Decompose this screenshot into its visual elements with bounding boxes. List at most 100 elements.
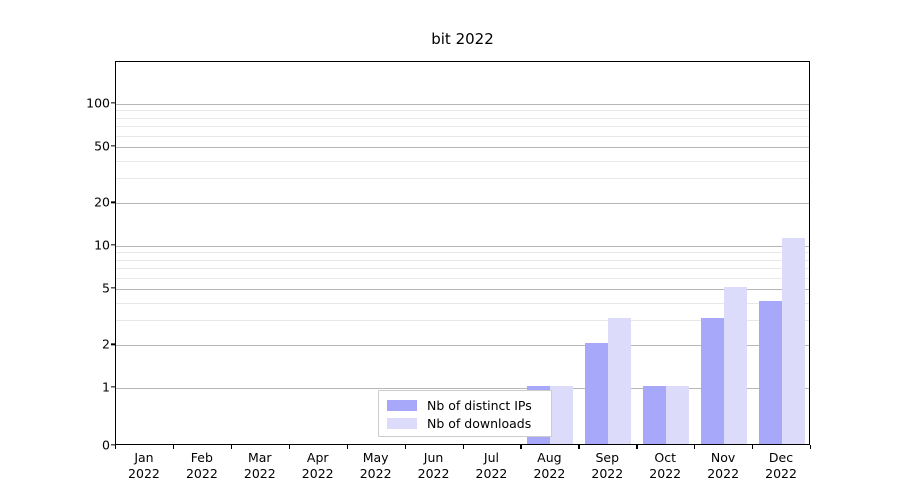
- x-tick-year: 2022: [591, 466, 624, 481]
- x-tick-mark: [346, 445, 348, 449]
- gridline-minor: [116, 178, 809, 180]
- gridline-minor: [116, 125, 809, 127]
- gridline-minor: [116, 320, 809, 322]
- x-tick-label: Sep 2022: [567, 450, 647, 482]
- x-tick-month: Sep: [595, 450, 620, 465]
- x-tick-year: 2022: [707, 466, 740, 481]
- bar-distinct-ips: [701, 318, 725, 444]
- x-tick-label: Oct 2022: [625, 450, 705, 482]
- x-tick-mark: [115, 445, 117, 449]
- x-tick-month: Mar: [247, 450, 272, 465]
- x-tick-label: Apr 2022: [278, 450, 358, 482]
- x-tick-year: 2022: [185, 466, 218, 481]
- legend-item[interactable]: Nb of distinct IPs: [387, 396, 543, 414]
- legend-item[interactable]: Nb of downloads: [387, 414, 543, 432]
- x-tick-year: 2022: [243, 466, 276, 481]
- bar-distinct-ips: [643, 386, 667, 444]
- x-tick-label: Jul 2022: [451, 450, 531, 482]
- legend-label: Nb of distinct IPs: [427, 397, 532, 413]
- x-tick-mark: [636, 445, 638, 449]
- x-tick-mark: [404, 445, 406, 449]
- gridline-minor: [116, 110, 809, 112]
- x-tick-label: Nov 2022: [683, 450, 763, 482]
- y-tick-mark: [111, 444, 115, 446]
- chart-legend: Nb of distinct IPs Nb of downloads: [378, 390, 552, 437]
- gridline-minor: [116, 302, 809, 304]
- y-tick-mark: [111, 244, 115, 246]
- y-tick-mark: [111, 102, 115, 104]
- bar-distinct-ips: [759, 300, 783, 444]
- x-tick-year: 2022: [765, 466, 797, 481]
- x-tick-label: Aug 2022: [509, 450, 589, 482]
- x-tick-label: Feb 2022: [162, 450, 242, 482]
- x-tick-year: 2022: [128, 466, 160, 481]
- x-tick-year: 2022: [359, 466, 392, 481]
- y-tick-label: 0: [102, 437, 110, 453]
- chart-title: bit 2022: [431, 30, 494, 48]
- gridline-major: [116, 146, 809, 148]
- y-tick-label: 10: [94, 237, 110, 253]
- y-tick-mark: [111, 145, 115, 147]
- x-tick-month: Aug: [537, 450, 562, 465]
- gridline-major: [116, 246, 809, 247]
- x-tick-year: 2022: [533, 466, 566, 481]
- x-tick-month: Jan: [134, 450, 154, 465]
- y-tick-label: 5: [102, 280, 110, 296]
- y-tick-mark: [111, 201, 115, 203]
- x-tick-month: Jul: [483, 450, 499, 465]
- y-tick-label: 1: [102, 379, 110, 395]
- bar-downloads: [666, 386, 690, 444]
- gridline-major: [116, 345, 809, 347]
- x-tick-label: Dec 2022: [741, 450, 821, 482]
- y-tick-mark: [111, 287, 115, 289]
- y-tick-label: 100: [86, 95, 110, 111]
- gridline-minor: [116, 117, 809, 119]
- x-tick-mark: [288, 445, 291, 449]
- x-tick-mark: [520, 445, 522, 449]
- x-tick-mark: [810, 445, 812, 449]
- x-tick-label: Jan 2022: [104, 450, 184, 482]
- x-tick-mark: [462, 445, 464, 449]
- plot-area: [115, 61, 810, 445]
- gridline-minor: [116, 135, 809, 137]
- bar-downloads: [550, 386, 574, 444]
- x-tick-year: 2022: [475, 466, 508, 481]
- x-tick-month: Nov: [710, 450, 736, 465]
- x-tick-year: 2022: [649, 466, 682, 481]
- legend-label: Nb of downloads: [427, 415, 532, 431]
- x-tick-year: 2022: [301, 466, 334, 481]
- legend-swatch: [387, 399, 417, 411]
- x-tick-mark: [694, 445, 696, 449]
- x-tick-month: Apr: [306, 450, 329, 465]
- x-tick-month: Dec: [768, 450, 794, 465]
- y-tick-mark: [111, 386, 115, 388]
- x-tick-month: Feb: [190, 450, 213, 465]
- x-tick-label: Jun 2022: [394, 450, 474, 482]
- bar-downloads: [724, 286, 748, 444]
- gridline-major: [116, 388, 809, 389]
- gridline-minor: [116, 259, 809, 261]
- bar-downloads: [782, 238, 806, 444]
- x-tick-mark: [172, 445, 175, 449]
- bar-downloads: [608, 318, 632, 444]
- gridline-major: [116, 104, 809, 105]
- x-tick-mark: [230, 445, 233, 449]
- x-tick-mark: [578, 445, 580, 449]
- gridline-minor: [116, 267, 809, 269]
- y-tick-label: 2: [102, 336, 110, 352]
- x-tick-month: Oct: [654, 450, 677, 465]
- bar-distinct-ips: [585, 343, 609, 444]
- gridline-minor: [116, 277, 809, 279]
- x-tick-year: 2022: [417, 466, 450, 481]
- legend-swatch: [387, 417, 417, 429]
- y-tick-label: 20: [94, 194, 110, 210]
- gridline-minor: [116, 252, 809, 254]
- gridline-major: [116, 288, 809, 290]
- x-tick-label: May 2022: [336, 450, 416, 482]
- gridline-major: [116, 203, 809, 205]
- x-tick-month: May: [362, 450, 389, 465]
- y-tick-label: 50: [94, 138, 110, 154]
- x-tick-label: Mar 2022: [220, 450, 300, 482]
- x-tick-month: Jun: [423, 450, 444, 465]
